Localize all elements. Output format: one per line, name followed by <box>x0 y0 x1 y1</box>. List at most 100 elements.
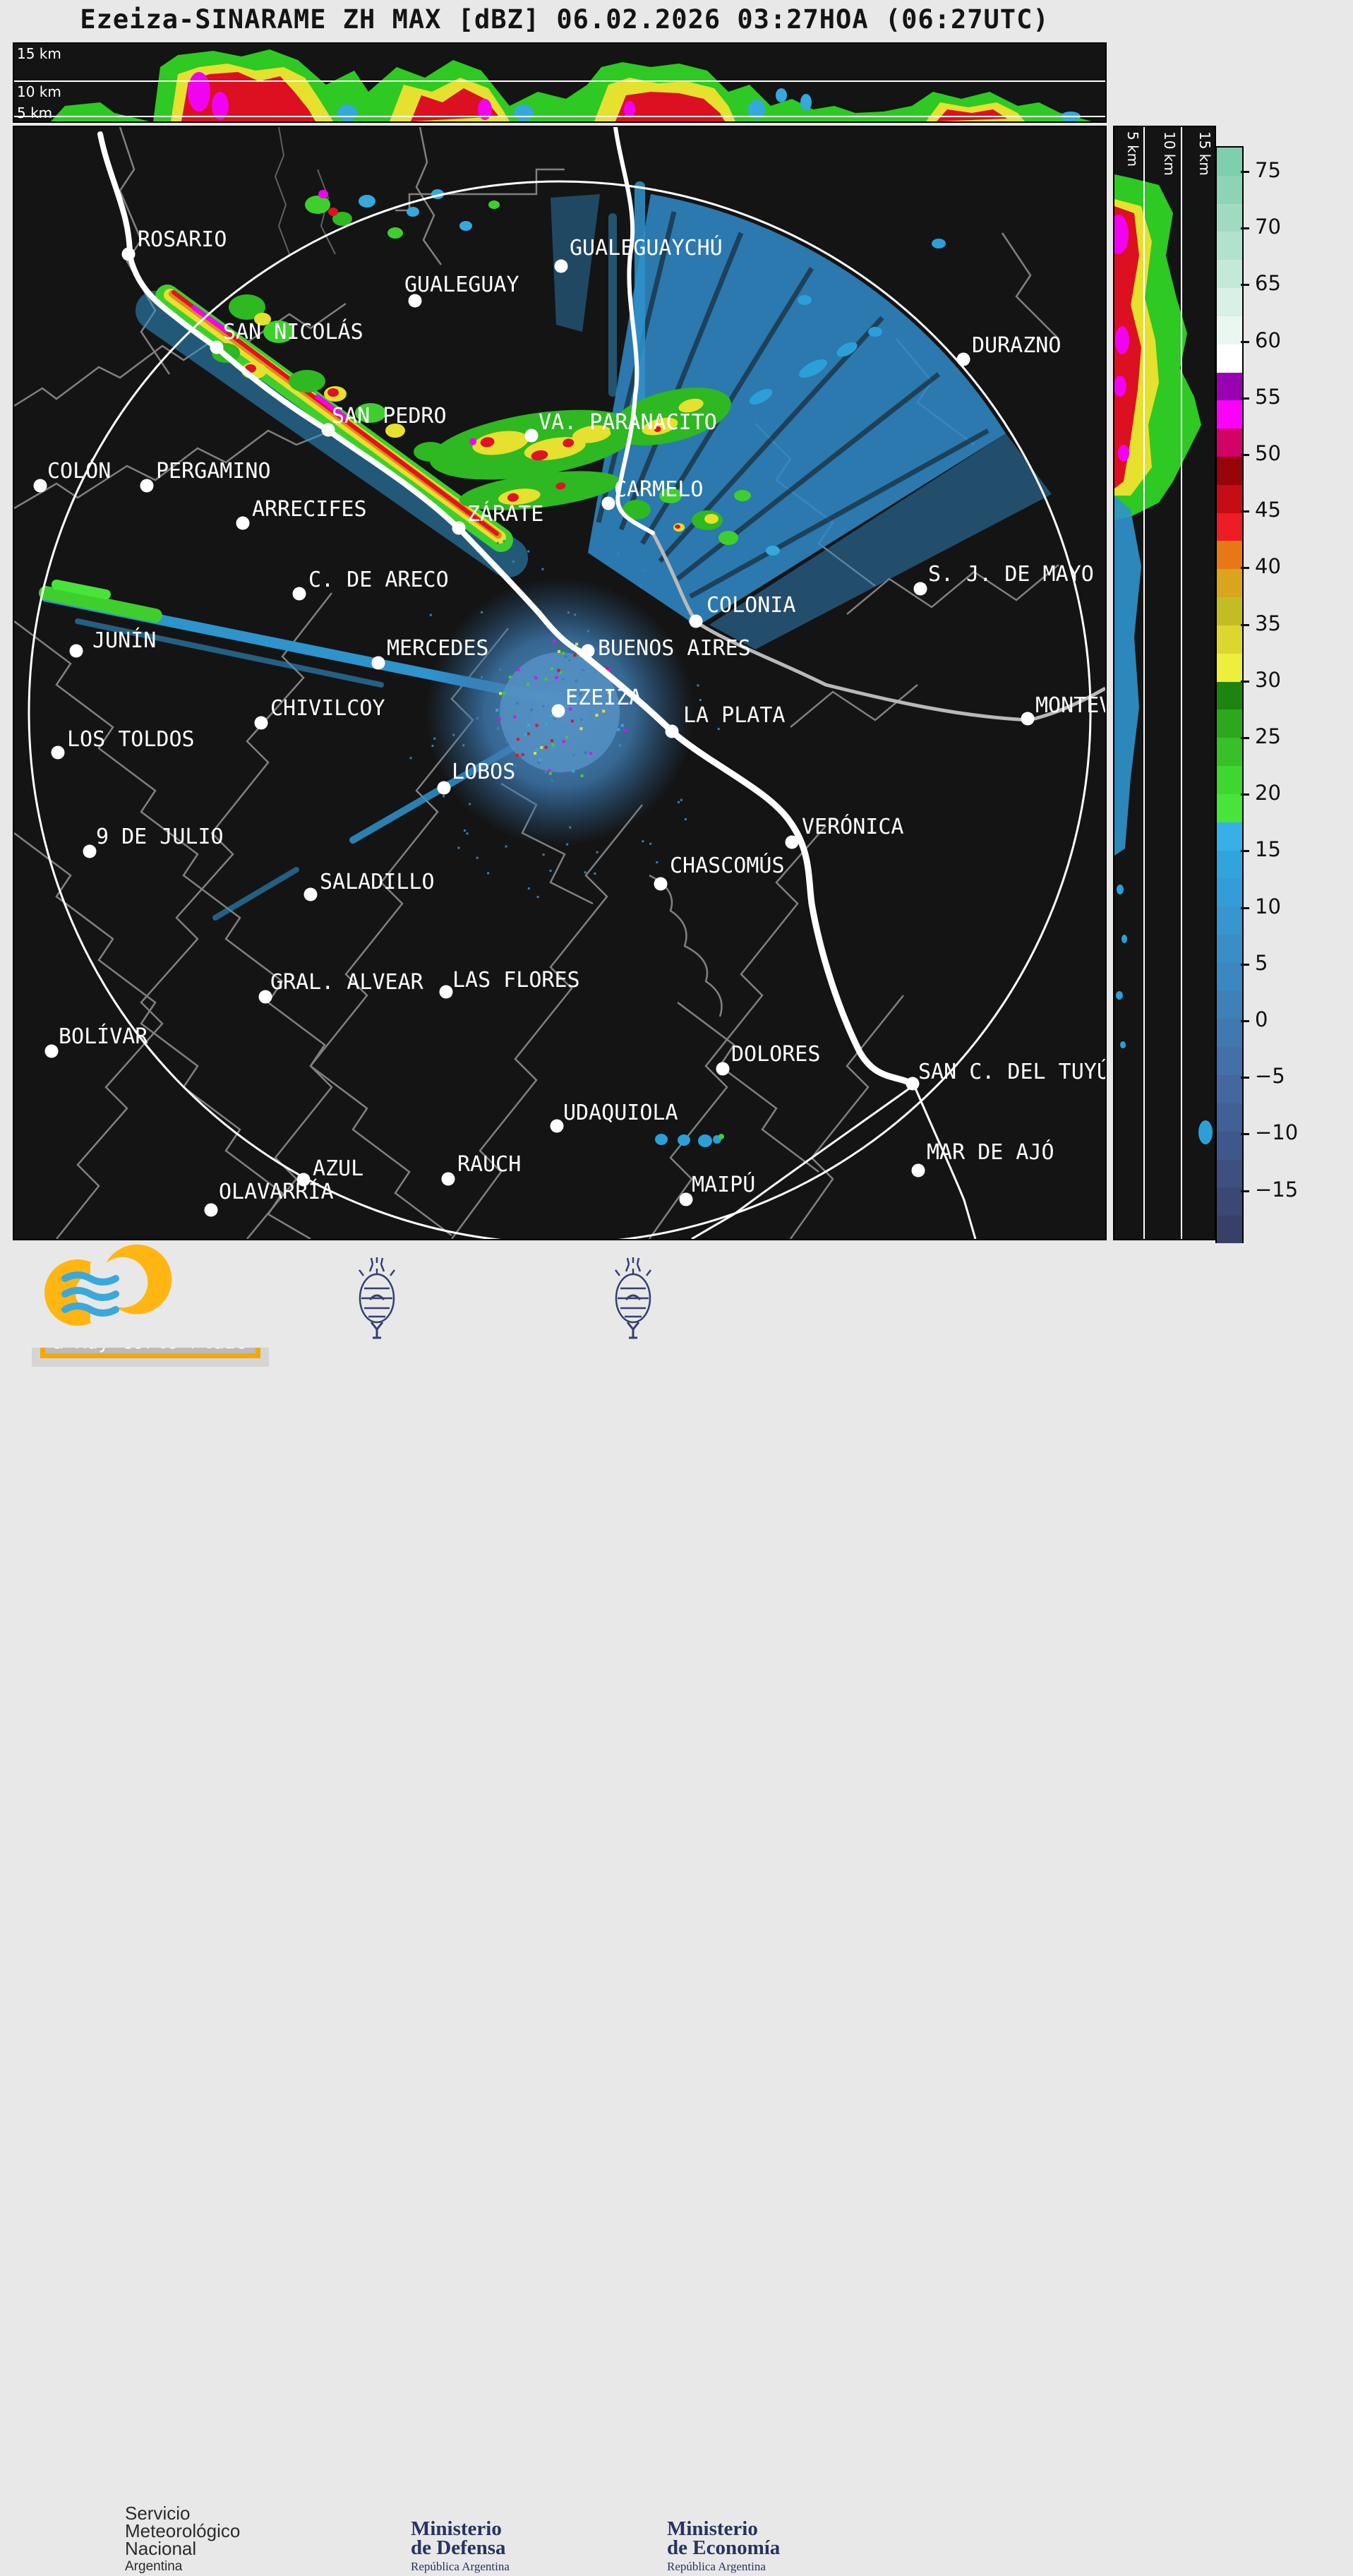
smn-logo-icon <box>44 1244 172 1326</box>
range-ring <box>28 180 1092 1239</box>
top-profile-5km-label: 5 km <box>17 104 53 121</box>
city-label-s-j-de-mayo: S. J. DE MAYO <box>928 562 1094 587</box>
city-dot-colonia <box>689 614 703 628</box>
colorbar-segment <box>1217 457 1242 486</box>
colorbar-segment <box>1217 906 1242 935</box>
radar-echoes <box>39 181 1052 1147</box>
colorbar-segment <box>1217 766 1242 795</box>
colorbar-label--10: −10 <box>1255 1120 1299 1145</box>
city-layer: ROSARIO SAN NICOLÁS SAN PEDRO COLÓN PERGAMIN… <box>33 227 1105 1217</box>
economia-sub: República Argentina <box>667 2560 766 2573</box>
city-label-durazno: DURAZNO <box>972 333 1061 358</box>
colorbar-label-10: 10 <box>1255 894 1281 918</box>
atlantic-coast <box>913 1084 977 1239</box>
right-profile-15km-label: 15 km <box>1196 131 1213 176</box>
top-profile-10km-label: 10 km <box>17 83 61 100</box>
colorbar-label-20: 20 <box>1255 781 1281 805</box>
city-label-ezeiza: EZEIZA <box>565 685 642 710</box>
colorbar-segment <box>1217 1131 1242 1161</box>
city-dot-jun-n <box>69 644 83 658</box>
city-label-dolores: DOLORES <box>731 1042 820 1067</box>
city-label-udaquiola: UDAQUIOLA <box>563 1101 678 1125</box>
city-label-c-de-areco: C. DE ARECO <box>308 568 449 592</box>
city-dot-azul <box>296 1173 311 1187</box>
colorbar-tick <box>1241 397 1249 400</box>
right-height-profile-panel: 5 km 10 km 15 km <box>1113 126 1216 1240</box>
colorbar-label-45: 45 <box>1255 498 1281 522</box>
city-dot-chivilcoy <box>254 716 268 730</box>
top-profile-plot <box>14 49 1105 121</box>
city-dot-durazno <box>956 352 970 366</box>
colorbar-segment <box>1217 372 1242 401</box>
colorbar-tick <box>1241 1020 1249 1022</box>
rio-de-la-plata-coast <box>575 647 918 1089</box>
colorbar-segment <box>1217 653 1242 683</box>
colorbar-label-25: 25 <box>1255 724 1281 748</box>
colorbar-tick <box>1241 567 1249 570</box>
city-label-la-plata: LA PLATA <box>683 703 786 728</box>
colorbar-label-70: 70 <box>1255 215 1281 239</box>
colorbar-segment <box>1217 1047 1242 1076</box>
profile-echo-red <box>181 72 1007 121</box>
city-label-carmelo: CARMELO <box>614 477 703 502</box>
colorbar-segment <box>1217 1187 1242 1216</box>
colorbar-tick <box>1241 340 1249 343</box>
colorbar-segment <box>1217 344 1242 373</box>
economia-text: Ministerio de Economía República Argenti… <box>667 2519 780 2576</box>
colorbar-tick <box>1241 510 1249 513</box>
colorbar-segment <box>1217 429 1242 457</box>
colorbar-tick <box>1241 1190 1249 1192</box>
city-dot-rosario <box>121 247 136 261</box>
colorbar-segment <box>1217 175 1242 205</box>
right-echo-cyan-dots <box>1116 885 1213 1144</box>
right-profile-plot <box>1114 127 1213 1239</box>
city-label-buenos-aires: BUENOS AIRES <box>598 636 751 661</box>
footer-logos: Servicio Meteorológico Nacional Argentin… <box>0 1243 1353 2574</box>
city-label-maip-: MAIPÚ <box>692 1171 755 1197</box>
parana-river <box>97 131 582 654</box>
city-dot-pergamino <box>140 479 154 493</box>
city-label-gral-alvear: GRAL. ALVEAR <box>270 970 424 995</box>
colorbar-segment <box>1217 709 1242 738</box>
city-label-olavarr-a: OLAVARRÍA <box>219 1179 334 1204</box>
uruguay-coast-gray <box>651 532 1105 722</box>
colorbar-tick <box>1241 171 1249 173</box>
city-label-los-toldos: LOS TOLDOS <box>67 727 195 752</box>
colorbar-segment <box>1217 316 1242 345</box>
city-dot-va-paranacito <box>524 429 539 443</box>
right-profile-10km-label: 10 km <box>1161 131 1178 176</box>
colorbar-segment <box>1217 1103 1242 1132</box>
city-label-arrecifes: ARRECIFES <box>252 497 367 522</box>
colorbar-segment <box>1217 793 1242 823</box>
colorbar-tick <box>1241 793 1249 796</box>
city-dot-mercedes <box>371 656 385 670</box>
top-height-profile-panel: 15 km 10 km 5 km <box>13 42 1107 123</box>
colorbar-segment <box>1217 288 1242 317</box>
city-dot-ver-nica <box>785 835 799 849</box>
city-label-gualeguaych-: GUALEGUAYCHÚ <box>570 234 723 260</box>
colorbar-segment <box>1217 569 1242 598</box>
city-label-va-paranacito: VA. PARANACITO <box>539 410 717 435</box>
colorbar-label-0: 0 <box>1255 1007 1268 1031</box>
footer-graphics <box>44 1244 651 1339</box>
colorbar-label-65: 65 <box>1255 271 1281 296</box>
city-dot-san-nicol-s <box>210 340 224 354</box>
city-label-z-rate: ZÁRATE <box>467 501 543 527</box>
uruguay-river <box>613 127 655 535</box>
colorbar-segment <box>1217 513 1242 541</box>
city-dot-9-de-julio <box>83 844 97 858</box>
colorbar-segment <box>1217 962 1242 992</box>
colorbar-label-55: 55 <box>1255 384 1281 409</box>
colorbar-label-40: 40 <box>1255 554 1281 579</box>
colorbar-tick <box>1241 906 1249 909</box>
colorbar-tick <box>1241 454 1249 456</box>
colorbar-label-50: 50 <box>1255 441 1281 465</box>
city-label-jun-n: JUNÍN <box>92 628 156 653</box>
colorbar-segment <box>1217 1216 1242 1245</box>
city-dot-udaquiola <box>550 1119 564 1133</box>
city-dot-dolores <box>716 1062 730 1076</box>
city-dot-gualeguay <box>408 294 422 308</box>
city-label-ver-nica: VERÓNICA <box>802 813 904 839</box>
colorbar-label-35: 35 <box>1255 611 1281 635</box>
colorbar-segment <box>1217 148 1242 176</box>
